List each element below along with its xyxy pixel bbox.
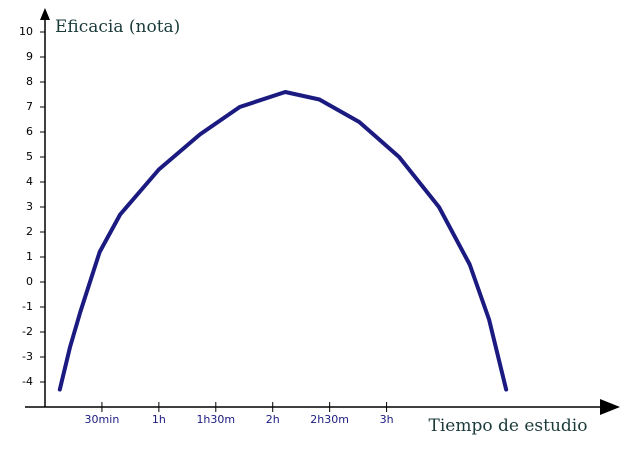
x-tick-label: 2h <box>266 413 280 426</box>
x-tick-label: 1h <box>152 413 166 426</box>
x-tick-label: 3h <box>380 413 394 426</box>
x-tick-label: 30min <box>85 413 120 426</box>
y-tick-label: 1 <box>26 250 33 263</box>
y-tick-label: 0 <box>26 275 33 288</box>
x-axis-title: Tiempo de estudio <box>429 416 588 436</box>
y-tick-label: 8 <box>26 75 33 88</box>
x-tick-label: 1h30m <box>196 413 235 426</box>
y-tick-label: 7 <box>26 100 33 113</box>
y-tick-label: -2 <box>22 325 33 338</box>
y-axis-title: Eficacia (nota) <box>55 17 180 37</box>
y-tick-label: 5 <box>26 150 33 163</box>
x-arrow <box>600 399 620 415</box>
x-tick-label: 2h30m <box>310 413 349 426</box>
y-tick-label: 3 <box>26 200 33 213</box>
y-tick-label: -4 <box>22 375 33 388</box>
y-tick-label: 9 <box>26 50 33 63</box>
y-tick-label: -3 <box>22 350 33 363</box>
y-tick-label: -1 <box>22 300 33 313</box>
line-series <box>57 90 509 392</box>
y-tick-label: 4 <box>26 175 33 188</box>
y-tick-label: 6 <box>26 125 33 138</box>
y-arrow <box>40 8 50 20</box>
y-tick-label: 2 <box>26 225 33 238</box>
y-tick-label: 10 <box>19 25 33 38</box>
